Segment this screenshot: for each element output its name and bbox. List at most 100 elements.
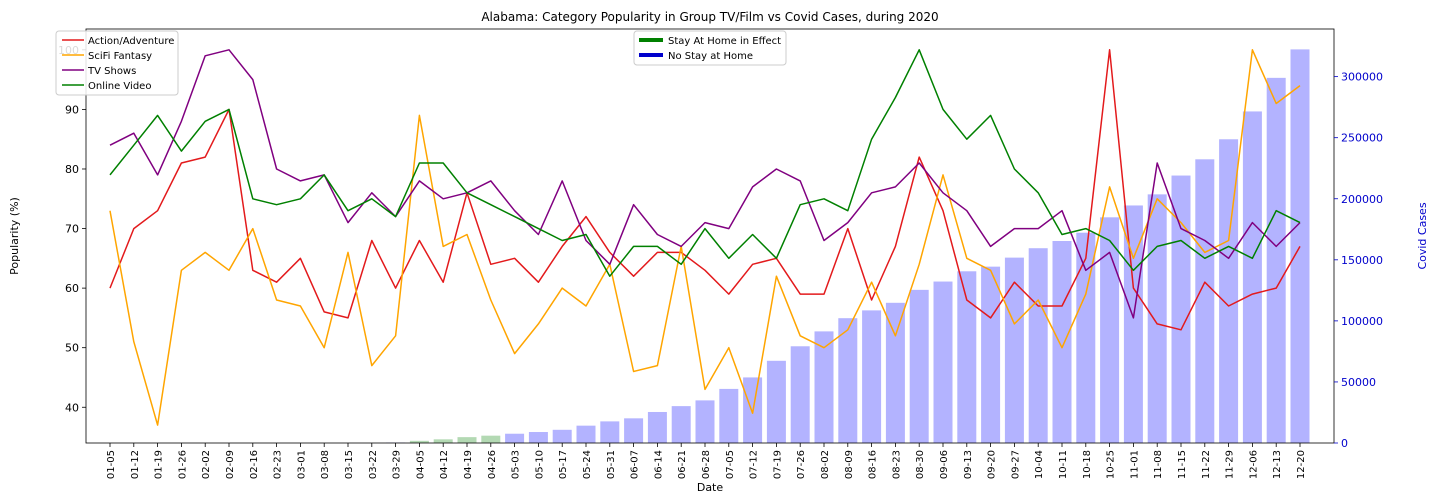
- covid-bar-05-17: [552, 429, 572, 443]
- x-tick-label: 02-23: [273, 450, 284, 479]
- covid-bar-05-24: [576, 425, 596, 443]
- y-tick-label: 90: [65, 103, 79, 116]
- x-tick-label: 04-19: [463, 450, 474, 479]
- covid-bars: [386, 49, 1310, 444]
- covid-bar-10-18: [1076, 232, 1096, 443]
- x-tick-label: 05-17: [558, 450, 569, 479]
- y2-tick-label: 300000: [1341, 71, 1383, 84]
- covid-bar-06-14: [647, 411, 667, 443]
- y-tick-label: 70: [65, 223, 79, 236]
- x-tick-label: 11-08: [1153, 450, 1164, 479]
- x-tick-label: 06-21: [677, 450, 688, 479]
- covid-bar-08-30: [909, 289, 929, 443]
- x-tick-label: 02-02: [201, 450, 212, 479]
- x-tick-label: 03-22: [368, 450, 379, 479]
- covid-bar-09-06: [933, 281, 953, 443]
- x-tick-label: 01-19: [154, 450, 165, 479]
- covid-bar-08-02: [814, 331, 834, 443]
- covid-bar-11-22: [1195, 159, 1215, 443]
- x-axis-label: Date: [697, 481, 724, 494]
- x-tick-label: 06-14: [653, 450, 664, 479]
- covid-bar-04-12: [433, 439, 453, 443]
- covid-bar-06-07: [624, 418, 644, 443]
- legend-label: TV Shows: [87, 66, 136, 77]
- x-tick-label: 02-16: [249, 450, 260, 479]
- x-tick-label: 07-05: [725, 450, 736, 479]
- series-line-tv-shows: [109, 49, 1301, 319]
- covid-bar-06-28: [695, 400, 715, 443]
- x-tick-label: 08-02: [820, 450, 831, 479]
- covid-bar-07-19: [766, 360, 786, 443]
- y2-tick-label: 200000: [1341, 193, 1383, 206]
- covid-bar-12-13: [1266, 77, 1286, 444]
- x-tick-label: 01-26: [177, 450, 188, 479]
- legend-label: Stay At Home in Effect: [668, 36, 781, 47]
- x-tick-label: 03-08: [320, 450, 331, 479]
- x-tick-label: 11-22: [1201, 450, 1212, 479]
- covid-bar-09-13: [957, 271, 977, 443]
- x-tick-label: 04-26: [487, 450, 498, 479]
- x-tick-label: 01-12: [130, 450, 141, 479]
- covid-bar-10-25: [1100, 217, 1120, 443]
- covid-bar-12-20: [1290, 49, 1310, 444]
- y2-axis: 0 50000 100000 150000 200000 250000 300000: [1334, 71, 1383, 450]
- x-tick-label: 11-01: [1129, 450, 1140, 479]
- x-tick-label: 12-06: [1248, 450, 1259, 479]
- legend-label: Action/Adventure: [88, 36, 174, 47]
- y2-tick-label: 50000: [1341, 376, 1376, 389]
- x-tick-label: 10-11: [1058, 450, 1069, 479]
- covid-bar-04-05: [409, 440, 429, 443]
- covid-bar-08-16: [862, 310, 882, 443]
- covid-bar-08-09: [838, 318, 858, 443]
- x-tick-label: 09-06: [939, 450, 950, 479]
- y2-axis-label: Covid Cases: [1416, 202, 1429, 269]
- y-axis: 405060708090100: [58, 44, 86, 414]
- y-tick-label: 50: [65, 342, 79, 355]
- x-tick-label: 04-12: [439, 450, 450, 479]
- y2-tick-label: 0: [1341, 437, 1348, 450]
- covid-bar-06-21: [671, 406, 691, 443]
- x-tick-label: 04-05: [415, 450, 426, 479]
- x-tick-label: 06-28: [701, 450, 712, 479]
- y2-tick-label: 250000: [1341, 132, 1383, 145]
- covid-bar-07-05: [719, 388, 739, 443]
- covid-bar-10-11: [1052, 241, 1072, 443]
- covid-bar-11-29: [1219, 139, 1239, 443]
- x-tick-label: 08-23: [891, 450, 902, 479]
- chart-title: Alabama: Category Popularity in Group TV…: [481, 10, 938, 24]
- covid-bar-05-10: [528, 432, 548, 443]
- x-tick-label: 03-29: [392, 450, 403, 479]
- covid-bar-09-27: [1004, 257, 1024, 443]
- x-tick-label: 09-20: [987, 450, 998, 479]
- stay-home-legend-box: [633, 30, 787, 66]
- legend-label: SciFi Fantasy: [88, 51, 152, 62]
- x-tick-label: 05-10: [534, 450, 545, 479]
- covid-bar-07-26: [790, 346, 810, 443]
- x-tick-label: 02-09: [225, 450, 236, 479]
- series-lines: [109, 49, 1301, 426]
- x-tick-label: 08-30: [915, 450, 926, 479]
- covid-bar-11-08: [1147, 194, 1167, 443]
- y2-tick-label: 100000: [1341, 315, 1383, 328]
- plot-frame: [85, 28, 1335, 444]
- x-tick-label: 05-03: [511, 450, 522, 479]
- x-tick-label: 03-15: [344, 450, 355, 479]
- x-tick-label: 07-12: [749, 450, 760, 479]
- x-tick-label: 12-13: [1272, 450, 1283, 479]
- series-legend-box: [55, 30, 179, 96]
- legend-label: Online Video: [88, 81, 151, 92]
- x-axis: 01-05 01-12 01-19 01-26 02-02 02-09 02-16 02-23…: [106, 443, 1307, 479]
- x-tick-label: 09-13: [963, 450, 974, 479]
- stay-home-legend: Stay At Home in Effect No Stay at Home: [633, 30, 787, 66]
- series-line-online-video: [109, 49, 1301, 277]
- x-tick-label: 08-09: [844, 450, 855, 479]
- y-tick-label: 60: [65, 282, 79, 295]
- covid-bar-09-20: [981, 266, 1001, 443]
- covid-bar-08-23: [885, 302, 905, 443]
- x-tick-label: 12-20: [1296, 450, 1307, 479]
- y2-tick-label: 150000: [1341, 254, 1383, 267]
- covid-bar-12-06: [1242, 111, 1262, 444]
- x-tick-label: 09-27: [1010, 450, 1021, 479]
- x-tick-label: 10-04: [1034, 450, 1045, 479]
- x-tick-label: 11-29: [1225, 450, 1236, 479]
